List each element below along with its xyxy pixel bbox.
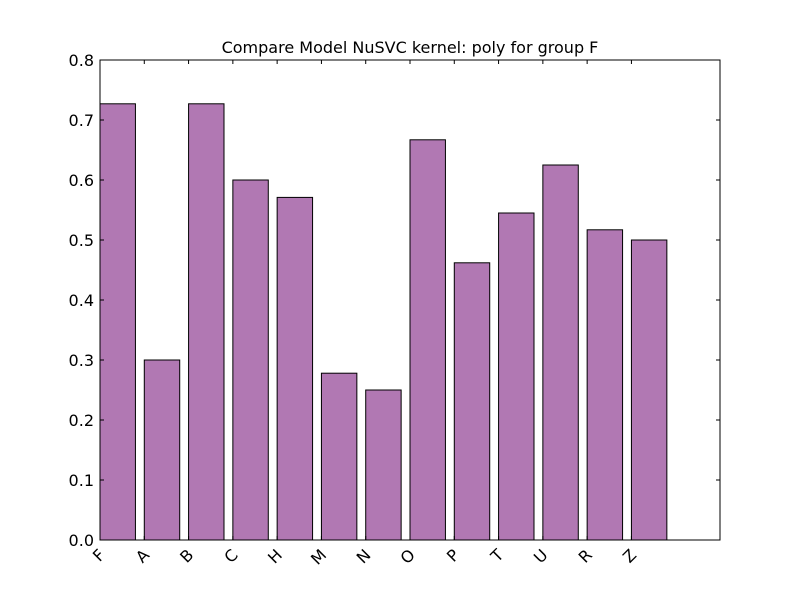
bar-T bbox=[498, 212, 535, 541]
bar-F bbox=[99, 103, 136, 541]
x-tick-label-R: R bbox=[575, 545, 596, 566]
x-tick-label-H: H bbox=[264, 545, 286, 567]
bar-A bbox=[143, 359, 181, 541]
x-tick-label-U: U bbox=[530, 545, 552, 567]
x-tick-label-N: N bbox=[353, 545, 375, 567]
bar-M bbox=[320, 372, 358, 541]
x-tick-label-A: A bbox=[132, 545, 153, 566]
x-tick-label-O: O bbox=[396, 545, 418, 567]
y-tick-label: 0.0 bbox=[69, 531, 94, 550]
bar-H bbox=[276, 196, 314, 541]
y-tick-label: 0.7 bbox=[69, 111, 94, 130]
bars-layer bbox=[99, 103, 668, 541]
y-tick-label: 0.2 bbox=[69, 411, 94, 430]
bar-O bbox=[409, 139, 446, 541]
x-tick-label-C: C bbox=[220, 545, 241, 566]
y-tick-label: 0.5 bbox=[69, 231, 94, 250]
x-tick-label-M: M bbox=[307, 545, 330, 568]
bar-U bbox=[542, 164, 579, 541]
ticks-layer bbox=[99, 59, 720, 541]
x-tick-label-P: P bbox=[443, 545, 464, 566]
y-tick-label: 0.1 bbox=[69, 471, 94, 490]
y-tick-label: 0.8 bbox=[69, 51, 94, 70]
y-tick-label: 0.4 bbox=[69, 291, 94, 310]
y-tick-label: 0.3 bbox=[69, 351, 94, 370]
bar-Z bbox=[630, 239, 668, 541]
y-tick-labels: 0.0 0.1 0.2 0.3 0.4 0.5 0.6 0.7 0.8 bbox=[69, 51, 94, 550]
y-tick-label: 0.6 bbox=[69, 171, 94, 190]
bar-N bbox=[365, 389, 402, 541]
bar-B bbox=[188, 103, 225, 541]
bar-C bbox=[232, 179, 269, 541]
x-tick-label-Z: Z bbox=[619, 545, 640, 566]
x-tick-label-T: T bbox=[486, 545, 507, 566]
x-tick-label-B: B bbox=[176, 545, 197, 566]
plot-frame bbox=[99, 59, 721, 541]
bar-P bbox=[453, 262, 491, 541]
chart-title: Compare Model NuSVC kernel: poly for gro… bbox=[222, 38, 599, 57]
bar-R bbox=[586, 229, 624, 541]
